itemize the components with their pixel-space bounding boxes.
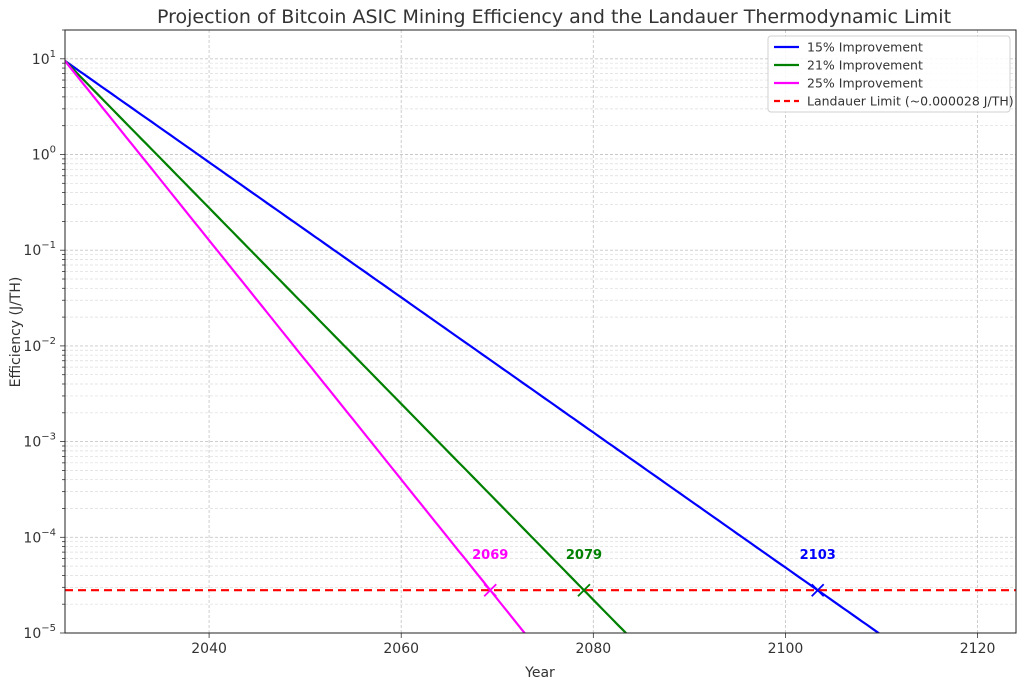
legend-entry-label: 15% Improvement: [807, 40, 923, 55]
y-tick-label: 10−1: [23, 240, 56, 259]
x-tick-label: 2100: [768, 641, 804, 657]
y-axis-label: Efficiency (J/TH): [8, 277, 24, 388]
crossing-year-label: 2103: [800, 548, 836, 563]
chart-title: Projection of Bitcoin ASIC Mining Effici…: [157, 6, 951, 28]
x-tick-label: 2060: [383, 641, 419, 657]
legend-entry-label: 21% Improvement: [807, 58, 923, 73]
legend-entry-label: 25% Improvement: [807, 76, 923, 91]
series-line: [65, 60, 526, 633]
x-axis-label: Year: [524, 665, 555, 680]
series-line: [65, 60, 881, 633]
legend-entry-label: Landauer Limit (~0.000028 J/TH): [807, 94, 1014, 109]
crossing-marker: [811, 583, 825, 597]
y-tick-label: 10−3: [23, 432, 56, 451]
y-tick-label: 10−2: [23, 336, 56, 355]
series-lines: [65, 60, 1016, 633]
crossing-marker: [483, 583, 497, 597]
grid: [65, 29, 1016, 634]
y-tick-label: 10−4: [23, 527, 56, 546]
legend: 15% Improvement 21% Improvement 25% Improv…: [767, 35, 1014, 113]
y-tick-label: 101: [32, 49, 56, 68]
crossing-year-label: 2069: [472, 548, 508, 563]
y-tick-label: 10−5: [23, 623, 56, 642]
x-tick-label: 2120: [960, 641, 996, 657]
x-tick-label: 2040: [191, 641, 227, 657]
legend-box: [767, 35, 1011, 113]
plot-frame: [64, 29, 1017, 634]
series-line: [65, 60, 628, 633]
crossing-marker: [577, 583, 591, 597]
crossing-year-label: 2079: [566, 548, 602, 563]
x-tick-label: 2080: [576, 641, 612, 657]
y-tick-label: 100: [32, 145, 56, 164]
axes: 2040 2060 2080 2100 2120 101 100 10−1 10−2 10−3 10…: [23, 29, 1017, 657]
